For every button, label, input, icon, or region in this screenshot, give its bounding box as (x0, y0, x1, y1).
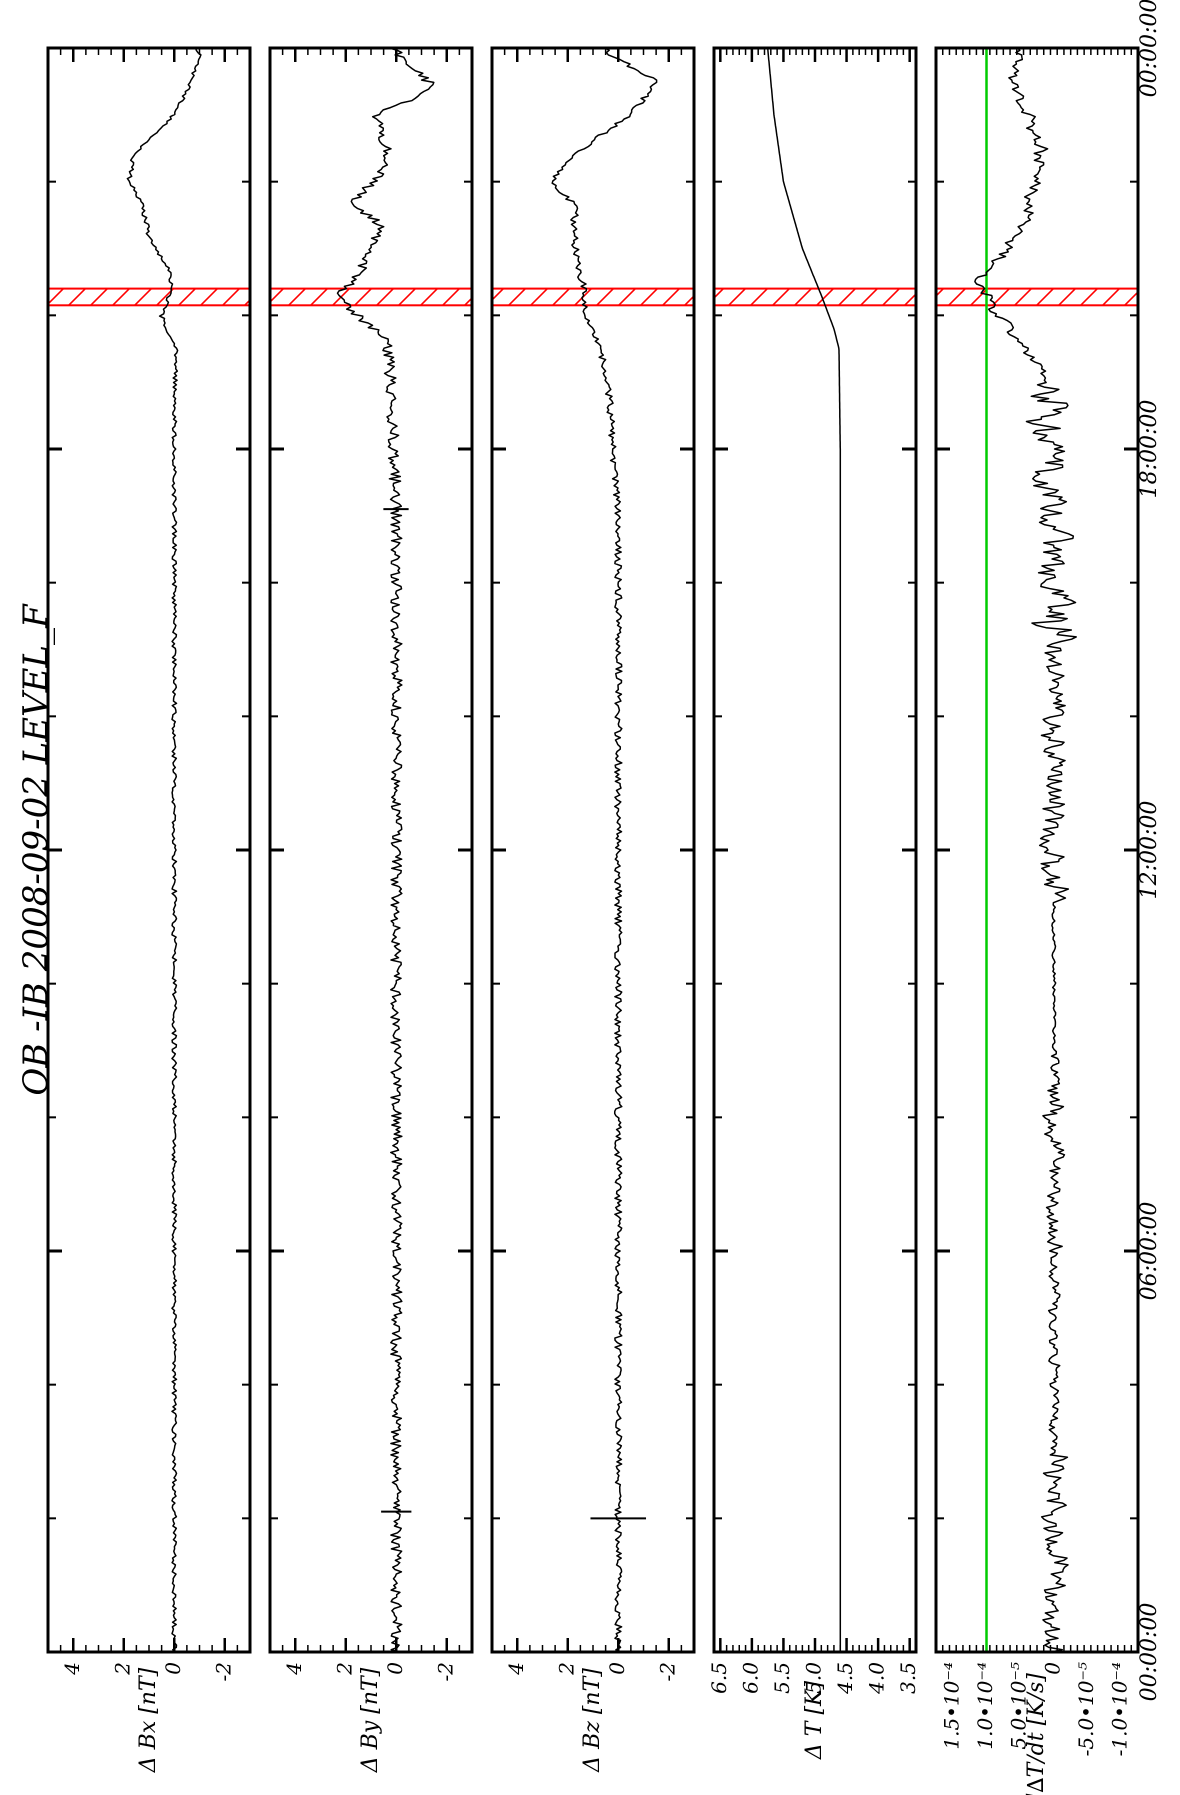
time-label: 00:00:00 (1137, 1603, 1162, 1702)
panel-1: 4 2 0 -2 Δ Bx [nT] (46, 46, 252, 1773)
tick-label: 4.5 (833, 1662, 857, 1695)
time-label: 12:00:00 (1137, 801, 1162, 900)
panel-frame (712, 46, 918, 1654)
tick-label: 4 (282, 1662, 306, 1676)
tick-label: 2 (554, 1662, 578, 1676)
highlight-band (935, 287, 1139, 307)
tick-label: 4 (504, 1662, 528, 1676)
tick-label: 6.0 (738, 1662, 762, 1694)
tick-label: 6.5 (707, 1662, 731, 1694)
tick-label: 1.5•10⁻⁴ (939, 1662, 963, 1750)
panel-2: 4 2 0 -2 Δ By [nT] (268, 46, 474, 1773)
highlight-band (269, 287, 473, 307)
panel-3: 4 2 0 -2 Δ Bz [nT] (490, 46, 696, 1773)
axis-label: Δ Bx [nT] (136, 1667, 161, 1773)
tick-label: 0 (383, 1662, 407, 1675)
series-line (336, 47, 435, 1653)
axis-label: d∆T/dt [K/s] (1024, 1673, 1049, 1795)
tick-label: 4.0 (865, 1662, 889, 1695)
time-label: 00:00:00 (1137, 0, 1162, 97)
tick-label: 5.5 (770, 1662, 794, 1694)
highlight-band (491, 287, 695, 307)
tick-label: 0 (1040, 1662, 1064, 1675)
panel-5: 1.5•10⁻⁴ 1.0•10⁻⁴ 5.0•10⁻⁵ 0 -5.0•10⁻⁵ -1.0•1… (934, 46, 1140, 1795)
time-label: 06:00:00 (1137, 1202, 1162, 1301)
tick-label: -2 (211, 1662, 235, 1681)
panel-frame (268, 46, 474, 1654)
highlight-band (47, 287, 251, 307)
panel-frame (934, 46, 1140, 1654)
tick-label: 2 (332, 1662, 356, 1676)
axis-label: Δ Bz [nT] (580, 1668, 605, 1773)
series-line (551, 47, 658, 1653)
axis-label: Δ By [nT] (358, 1667, 383, 1773)
tick-label: -1.0•10⁻⁴ (1108, 1662, 1132, 1756)
chart-panels: 4 2 0 -2 Δ Bx [nT] 4 2 0 -2 Δ By [nT] 4 2 0 -2 Δ Bz [n… (46, 0, 1162, 1795)
time-label: 18:00:00 (1137, 400, 1162, 499)
series-line (766, 47, 842, 1652)
tick-label: 0 (161, 1662, 185, 1675)
tick-label: 1.0•10⁻⁴ (973, 1662, 997, 1750)
series-line (974, 47, 1077, 1653)
tick-label: 2 (110, 1662, 134, 1676)
series-line (126, 47, 202, 1653)
tick-label: 3.5 (896, 1662, 920, 1694)
axis-label: Δ T [K] (802, 1681, 827, 1761)
panel-frame (490, 46, 696, 1654)
panel-4: 6.5 6.0 5.5 5.0 4.5 4.0 3.5 Δ T [K] (707, 46, 920, 1761)
panel-frame (46, 46, 252, 1654)
tick-label: 4 (60, 1662, 84, 1676)
tick-label: -2 (655, 1662, 679, 1681)
tick-label: 0 (605, 1662, 629, 1675)
tick-label: -5.0•10⁻⁵ (1074, 1662, 1098, 1756)
tick-label: 5.0•10⁻⁵ (1007, 1662, 1031, 1750)
tick-label: -2 (433, 1662, 457, 1681)
tick-label: 5.0 (802, 1662, 826, 1694)
highlight-band (713, 287, 917, 307)
